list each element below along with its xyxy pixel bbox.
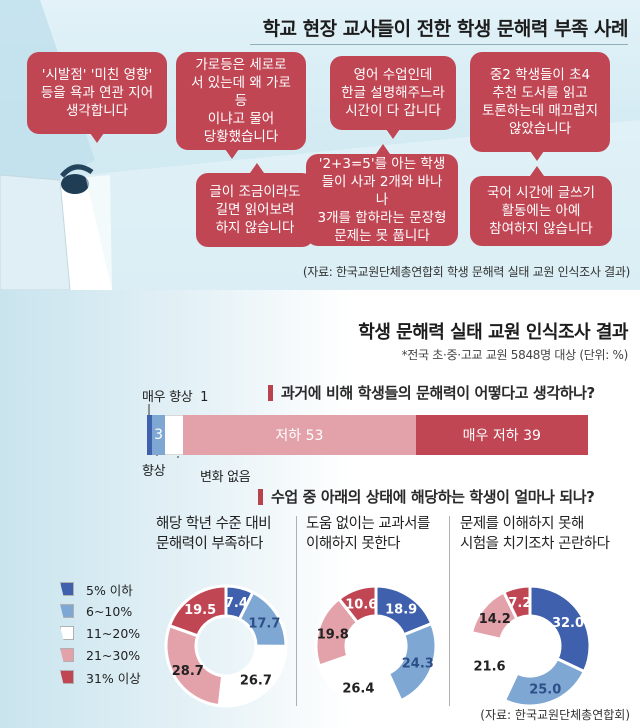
donut-chart: 32.0 25.0 21.6 14.27.2 (468, 584, 592, 708)
legend-item: 31% 이상 (60, 666, 160, 688)
bar-segment-very-declined: 매우 저하 39 (416, 415, 588, 455)
donut-question-text: 수업 중 아래의 상태에 해당하는 학생이 얼마나 되나? (271, 488, 595, 506)
top-source: (자료: 한국교원단체총연합회 학생 문해력 실태 교원 인식조사 결과) (302, 265, 630, 279)
quote-bubble: 글이 조금이라도 길면 읽어보려 하지 않습니다 (196, 173, 314, 247)
legend-swatch (60, 604, 74, 618)
donut-chart: 7.417.7 26.7 28.7 19.5 (164, 584, 288, 708)
panel-divider (449, 516, 450, 706)
legend-item: 21~30% (60, 644, 160, 666)
legend-item: 6~10% (60, 600, 160, 622)
donut-title: 해당 학년 수준 대비 문해력이 부족하다 (156, 516, 272, 552)
donut-title: 문제를 이해하지 못해 시험을 치기조차 곤란하다 (460, 516, 610, 552)
quote-bubble: 중2 학생들이 초4 추천 도서를 읽고 토론하는데 매끄럽지 않았습니다 (470, 52, 610, 152)
legend-swatch (60, 626, 74, 640)
legend-swatch (60, 582, 74, 596)
donut-slice (317, 654, 403, 708)
top-section: 학교 현장 교사들이 전한 학생 문해력 부족 사례 '시발점' '미친 영향'… (0, 0, 640, 290)
bar-segment-improved: 3 (152, 415, 166, 455)
donut-slice (528, 584, 592, 674)
bubble-tail (376, 144, 390, 154)
donut-question: 수업 중 아래의 상태에 해당하는 학생이 얼마나 되나? (258, 486, 595, 507)
stacked-bar: 3 저하 53 매우 저하 39 (147, 415, 588, 455)
chart-note: *전국 초·중·고교 교원 5848명 대상 (단위: %) (401, 348, 629, 362)
donut-value-label: 14.2 (479, 612, 511, 627)
donut-value-label: 26.7 (240, 674, 272, 689)
panel-divider (296, 516, 297, 706)
bubble-tail (530, 166, 544, 176)
chart-title: 학생 문해력 실태 교원 인식조사 결과 (358, 322, 628, 343)
bar-label-improved: 향상 (142, 464, 166, 479)
bar-segment-no-change (165, 415, 183, 455)
bubble-tail (225, 149, 239, 159)
donut-value-label: 7.4 (225, 596, 248, 611)
donut-value-label: 7.2 (508, 596, 531, 611)
donut-value-label: 32.0 (552, 616, 584, 631)
donut-value-label: 10.6 (345, 597, 377, 612)
quote-bubble: 영어 수업인데 한글 설명해주느라 시간이 다 갑니다 (330, 56, 456, 130)
bar-question: 과거에 비해 학생들의 문해력이 어떻다고 생각하나? (268, 382, 595, 403)
legend-swatch (60, 670, 74, 684)
bubble-tail (90, 133, 104, 143)
section-marker (268, 384, 273, 401)
bar-segment-very-improved (147, 415, 152, 455)
donut-value-label: 19.5 (184, 603, 216, 618)
title-divider (250, 44, 628, 45)
donut-value-label: 26.4 (342, 681, 374, 696)
donut-value-label: 28.7 (172, 664, 204, 679)
donut-value-label: 17.7 (248, 616, 280, 631)
bubble-tail (530, 151, 544, 161)
donut-panel-3: 문제를 이해하지 못해 시험을 치기조차 곤란하다 32.0 25.0 21.6 14… (460, 514, 620, 724)
section-marker (258, 488, 263, 505)
legend-swatch (60, 648, 74, 662)
legend: 5% 이하 6~10% 11~20% 21~30% 31% 이상 (60, 578, 160, 688)
quote-bubble: 가로등은 세로로 서 있는데 왜 가로등 이냐고 물어 당황했습니다 (176, 52, 306, 150)
donut-panel-1: 해당 학년 수준 대비 문해력이 부족하다 7.4 17.7 26.7 28.7 19.… (156, 514, 304, 724)
donut-title: 도움 없이는 교과서를 이해하지 못한다 (306, 516, 430, 552)
donut-value-label: 18.9 (385, 603, 417, 618)
quote-bubble: '2+3=5'를 아는 학생 들이 사과 2개와 바나나 3개를 합하라는 문장… (306, 154, 458, 246)
quote-bubble: 국어 시간에 글쓰기 활동에는 아예 참여하지 않습니다 (470, 176, 612, 246)
donut-value-label: 19.8 (317, 627, 349, 642)
donut-value-label: 21.6 (473, 660, 505, 675)
quote-bubble: '시발점' '미친 영향' 등을 욕과 연관 지어 생각합니다 (27, 52, 167, 134)
bottom-source: (자료: 한국교원단체총연합회) (480, 708, 630, 722)
donut-panel-2: 도움 없이는 교과서를 이해하지 못한다 18.9 24.3 26.4 19.8 10.… (306, 514, 454, 724)
donut-slice (336, 584, 378, 625)
top-title: 학교 현장 교사들이 전한 학생 문해력 부족 사례 (262, 18, 629, 40)
donut-chart: 18.9 24.3 26.4 19.8 10.6 (314, 584, 438, 708)
bar-label-very-improved: 매우 향상 1 (142, 390, 209, 405)
donut-slice (164, 623, 225, 708)
donut-value-label: 25.0 (529, 682, 561, 697)
bar-label-no-change: 변화 없음 (200, 470, 251, 485)
legend-item: 11~20% (60, 622, 160, 644)
bubble-tail (386, 129, 400, 139)
donut-slice (501, 584, 532, 622)
legend-item: 5% 이하 (60, 578, 160, 600)
donut-value-label: 24.3 (402, 657, 434, 672)
donut-slice (167, 584, 228, 638)
bar-segment-declined: 저하 53 (182, 415, 416, 455)
bar-question-text: 과거에 비해 학생들의 문해력이 어떻다고 생각하나? (281, 384, 595, 402)
bubble-tail (250, 163, 264, 173)
